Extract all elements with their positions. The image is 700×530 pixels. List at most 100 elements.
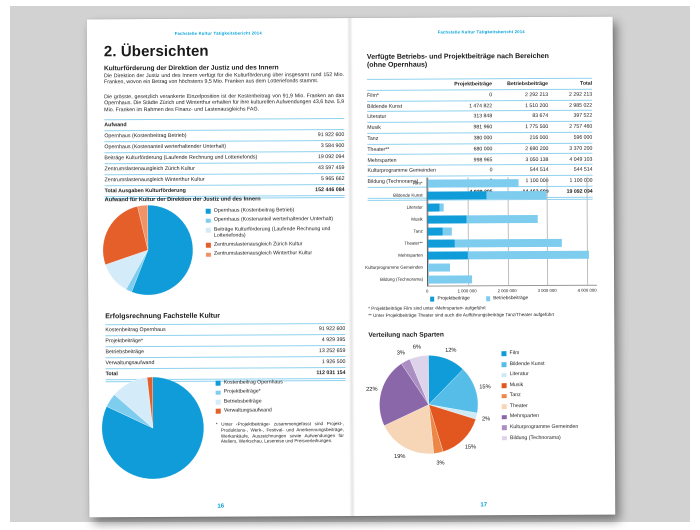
- legend-label: Beiträge Kulturförderung (Laufende Rechn…: [213, 225, 331, 239]
- bar-segment: [428, 275, 472, 284]
- aufwand-table: Aufwand Opernhaus (Kostenbeitrag Betrieb)…: [104, 118, 345, 200]
- page-number: 16: [217, 503, 225, 510]
- bar-segment: [466, 215, 538, 224]
- page-title: 2. Übersichten: [103, 42, 209, 61]
- bar-row: [428, 273, 597, 286]
- legend-item: Kulturprogramme Gemeinden: [501, 423, 602, 431]
- erfolgsrechnung-pie-chart: [101, 376, 205, 485]
- pie1-legend: Opernhaus (Kostenbeitrag Betrieb) Opernha…: [205, 207, 340, 258]
- legend-label: Literatur: [509, 371, 529, 378]
- beitraege-bar-chart: Film* Bildende Kunst Literatur Musik Tanz The…: [361, 176, 598, 302]
- legend-swatch-icon: [501, 414, 507, 420]
- erfolgsrechnung-table: Kostenbeitrag Opernhaus 91 922 600 Projekt…: [105, 323, 346, 383]
- bar-category-label: Kulturprogramme Gemeinden: [365, 264, 424, 270]
- section-heading: Kulturförderung der Direktion der Justiz…: [103, 63, 279, 72]
- legend-item: Verwaltungsaufwand: [215, 407, 344, 415]
- legend-item: Musik: [501, 381, 602, 388]
- legend-swatch-icon: [501, 425, 507, 431]
- legend-label: Bildung (Technorama): [509, 434, 561, 441]
- legend-swatch-icon: [205, 218, 211, 224]
- legend-item: Tanz: [501, 392, 602, 399]
- pie1-block: Opernhaus (Kostenbeitrag Betrieb) Opernha…: [102, 204, 347, 300]
- legend-swatch-icon: [205, 209, 211, 214]
- bar-row: [427, 177, 597, 190]
- aufwand-pie-chart: [102, 204, 194, 300]
- bar-category-label: Literatur: [406, 204, 423, 210]
- legend-item: Zentrumslastenausgleich Winterthur Kultu…: [205, 251, 340, 258]
- bar-chart-body: Film* Bildende Kunst Literatur Musik Tanz The…: [361, 176, 598, 295]
- legend-label: Mehrsparten: [509, 413, 540, 420]
- bar-segment: [454, 238, 562, 248]
- legend-label: Betriebsbeiträge: [493, 296, 529, 302]
- bar-chart-plot: [426, 176, 598, 287]
- legend-item: Kostenbeitrag Opernhaus: [215, 379, 344, 387]
- bar-segment: [427, 251, 468, 260]
- legend-item: Mehrsparten: [501, 413, 602, 420]
- bar-segment: [427, 263, 450, 272]
- legend-swatch-icon: [205, 227, 211, 233]
- projektbeitraege-footnote: * Unter ‹Projektbeiträge› zusammengefass…: [215, 421, 344, 444]
- legend-label: Film: [509, 350, 520, 357]
- legend-swatch-icon: [501, 436, 507, 441]
- table-title-line2: (ohne Opernhaus): [366, 61, 428, 69]
- legend-item: Opernhaus (Kostenbeitrag Betrieb): [205, 207, 340, 215]
- bar-category-label: Musik: [411, 216, 423, 222]
- legend-label: Kulturprogramme Gemeinden: [509, 423, 579, 431]
- legend-swatch-icon: [501, 351, 507, 357]
- pie2-block: Kostenbeitrag Opernhaus Projektbeiträge* B…: [101, 376, 349, 485]
- legend-item: Theater: [501, 402, 602, 410]
- bar-segment: [427, 203, 441, 212]
- legend-item: Bildung (Technorama): [501, 434, 602, 441]
- bar-segment: [427, 227, 443, 236]
- legend-item: Betriebsbeiträge: [485, 296, 529, 302]
- page-16: Fachstelle Kultur Tätigkeitsbericht 2014…: [87, 18, 353, 517]
- legend-label: Zentrumslastenausgleich Zürich Kultur: [213, 241, 303, 248]
- report-spread: Fachstelle Kultur Tätigkeitsbericht 2014…: [86, 16, 616, 518]
- legend-label: Verwaltungsaufwand: [223, 407, 272, 414]
- legend-item: Film: [501, 350, 601, 357]
- body-paragraph: Die grösste, gesetzlich verankerte Einze…: [104, 93, 345, 114]
- legend-swatch-icon: [501, 393, 507, 399]
- svg-text:6%: 6%: [413, 345, 421, 351]
- erfolgsrechnung-heading: Erfolgsrechnung Fachstelle Kultur: [105, 312, 221, 321]
- svg-text:2%: 2%: [482, 416, 490, 422]
- bar-chart-categories: Film* Bildende Kunst Literatur Musik Tanz The…: [361, 178, 428, 295]
- bar-chart-legend: Projektbeiträge Betriebsbeiträge: [361, 296, 597, 302]
- legend-swatch-icon: [215, 399, 221, 405]
- bar-row: [427, 189, 597, 202]
- legend-item: Betriebsbeiträge: [215, 398, 344, 406]
- legend-item: Projektbeiträge: [430, 296, 470, 302]
- table-title: Verfügte Betriebs- und Projektbeiträge n…: [367, 53, 592, 70]
- legend-label: Musik: [509, 381, 524, 388]
- legend-label: Opernhaus (Kostenbeitrag Betrieb): [213, 207, 295, 214]
- svg-text:22%: 22%: [366, 387, 377, 393]
- bar-category-label: Mehrsparten: [398, 252, 423, 258]
- axis-tick-label: 3 000 000: [537, 287, 557, 293]
- axis-tick-label: 0: [425, 288, 429, 294]
- bar-segment: [440, 203, 444, 212]
- legend-swatch-icon: [205, 252, 211, 258]
- page-17: Fachstelle Kultur Tätigkeitsbericht 2014…: [350, 17, 616, 516]
- bar-category-label: Bildung (Technorama): [380, 276, 424, 282]
- pie1-heading: Aufwand für Kultur der Direktion der Jus…: [104, 196, 261, 204]
- legend-label: Bildende Kunst: [509, 360, 545, 367]
- bar-segment: [486, 190, 547, 200]
- bar-segment: [427, 191, 487, 200]
- bar-row: [427, 201, 597, 214]
- sparten-pie-chart: 12% 15% 2% 15% 3% 19% 22% 3% 6%: [363, 339, 494, 475]
- legend-label: Theater: [509, 402, 528, 409]
- legend-item: Projektbeiträge*: [215, 389, 344, 396]
- legend-label: Opernhaus (Kostenanteil werterhaltender …: [213, 216, 333, 224]
- bar-category-label: Theater**: [404, 240, 423, 246]
- legend-swatch-icon: [501, 362, 507, 367]
- svg-text:3%: 3%: [436, 460, 444, 466]
- legend-swatch-icon: [501, 372, 507, 378]
- running-header: Fachstelle Kultur Tätigkeitsbericht 2014: [437, 29, 525, 35]
- bar-segment: [427, 239, 455, 248]
- pie-sparten: 12% 15% 2% 15% 3% 19% 22% 3% 6%: [366, 345, 491, 467]
- bar-chart-footnote-2: ** Unter Projektbeiträge Theater sind au…: [368, 311, 555, 318]
- legend-item: Literatur: [501, 371, 602, 378]
- legend-swatch-icon: [215, 409, 221, 414]
- legend-label: Betriebsbeiträge: [223, 398, 262, 405]
- axis-tick-label: 2 000 000: [497, 287, 517, 293]
